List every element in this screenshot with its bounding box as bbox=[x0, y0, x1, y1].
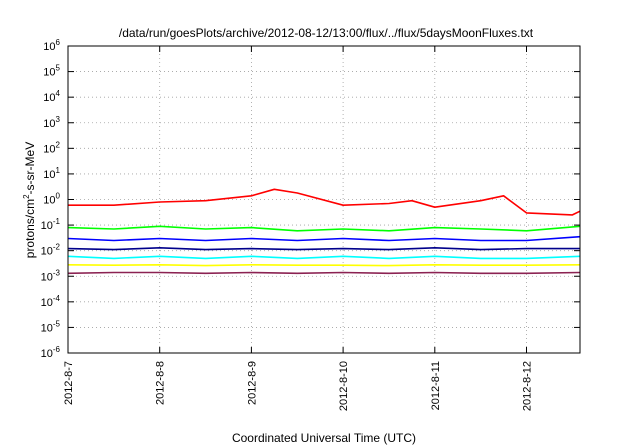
x-axis-label: Coordinated Universal Time (UTC) bbox=[232, 431, 416, 445]
x-tick-label: 2012-8-9 bbox=[246, 361, 258, 405]
series-line-1 bbox=[68, 188, 581, 216]
y-tick-label: 100 bbox=[43, 192, 60, 207]
y-tick-label: 101 bbox=[43, 166, 60, 181]
series-line-6 bbox=[67, 263, 581, 267]
x-tick-label: 2012-8-12 bbox=[522, 361, 534, 411]
y-tick-label: 105 bbox=[43, 64, 60, 79]
x-tick-label: 2012-8-7 bbox=[63, 361, 75, 405]
chart-title: /data/run/goesPlots/archive/2012-08-12/1… bbox=[119, 26, 534, 40]
series-line-2 bbox=[67, 225, 581, 232]
series-line-5 bbox=[67, 255, 581, 260]
y-axis-label: protons/cm2-s-sr-MeV bbox=[22, 142, 37, 258]
y-tick-label: 102 bbox=[43, 140, 60, 155]
y-tick-label: 10-3 bbox=[41, 268, 61, 283]
y-tick-label: 10-4 bbox=[41, 294, 61, 309]
y-tick-label: 10-1 bbox=[41, 217, 61, 232]
series-layer bbox=[67, 188, 581, 275]
x-tick-label: 2012-8-10 bbox=[338, 361, 350, 411]
plot-frame bbox=[67, 45, 581, 354]
y-tick-label: 10-5 bbox=[41, 319, 61, 334]
y-tick-label: 103 bbox=[43, 115, 60, 130]
y-axis: 10-6 10-5 10-4 10-3 10-2 10-1 100 101 102 103 104 1… bbox=[41, 38, 580, 360]
series-line-4 bbox=[67, 247, 580, 251]
y-tick-label: 10-2 bbox=[41, 243, 61, 258]
x-tick-label: 2012-8-8 bbox=[155, 361, 167, 405]
y-tick-label: 106 bbox=[43, 38, 60, 53]
y-tick-label: 104 bbox=[43, 89, 60, 104]
y-tick-label: 10-6 bbox=[41, 345, 61, 360]
x-axis: 2012-8-7 2012-8-8 2012-8-9 2012-8-10 2012-8-… bbox=[63, 46, 534, 411]
series-line-3 bbox=[67, 235, 581, 242]
series-line-7 bbox=[67, 271, 581, 275]
x-tick-label: 2012-8-11 bbox=[430, 361, 442, 410]
